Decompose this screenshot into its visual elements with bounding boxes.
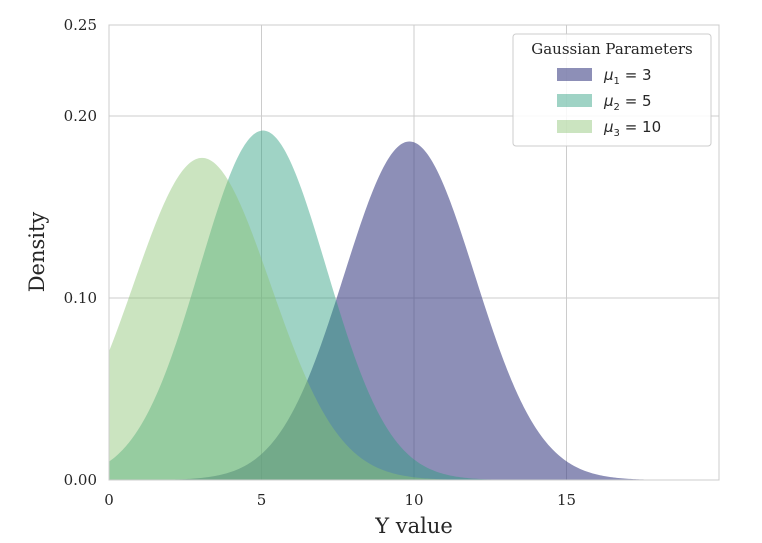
legend-box (512, 33, 712, 147)
plot-frame (108, 24, 720, 481)
x-tick-label: 5 (257, 491, 267, 509)
legend-swatch-3 (557, 120, 592, 133)
y-tick-label: 0.20 (64, 107, 97, 125)
legend-entry-2: μ2 = 5 (603, 92, 652, 113)
y-ticks: 0.00 0.10 0.20 0.25 (64, 16, 97, 489)
legend-entry-3: μ3 = 10 (603, 118, 661, 139)
density-area-series-2 (109, 130, 719, 480)
x-ticks: 0 5 10 15 (104, 491, 576, 509)
density-areas (109, 130, 719, 481)
legend-entry-1: μ1 = 3 (603, 66, 652, 87)
legend-swatch-1 (557, 68, 592, 81)
y-tick-label: 0.00 (64, 471, 97, 489)
legend-swatch-2 (557, 94, 592, 107)
y-tick-label: 0.10 (64, 289, 97, 307)
x-tick-label: 0 (104, 491, 114, 509)
density-area-series-3 (109, 157, 719, 481)
legend: Gaussian Parameters μ1 = 3 μ2 = 5 μ3 = 10 (512, 33, 712, 147)
x-axis-label: Y value (374, 514, 453, 538)
legend-title: Gaussian Parameters (531, 40, 693, 58)
y-tick-label: 0.25 (64, 16, 97, 34)
x-tick-label: 10 (404, 491, 423, 509)
density-area-series-1 (109, 141, 719, 481)
x-tick-label: 15 (557, 491, 576, 509)
y-axis-label: Density (25, 212, 49, 293)
